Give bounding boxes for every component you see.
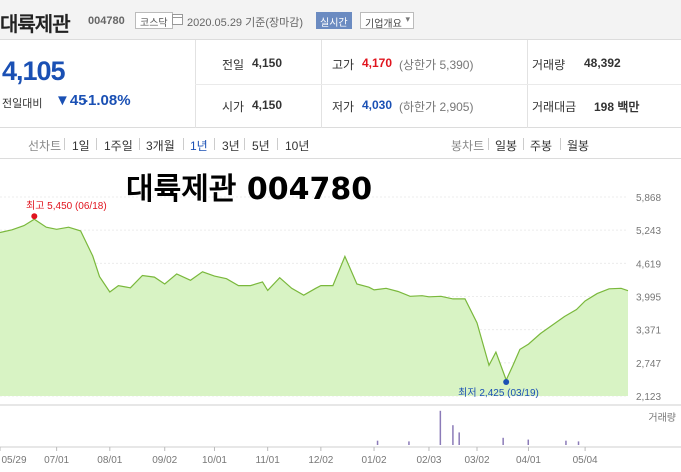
- period-1d[interactable]: 1일: [72, 139, 90, 153]
- x-tick-label: 04/01: [516, 455, 541, 466]
- period-3y[interactable]: 3년: [222, 139, 240, 153]
- company-info-dropdown[interactable]: 기업개요 ▾: [360, 12, 414, 30]
- y-tick-label: 5,243: [636, 226, 661, 237]
- divider: [183, 138, 184, 150]
- chevron-down-icon: ▾: [405, 14, 410, 24]
- stock-name: 대륙제관: [0, 12, 71, 36]
- volume-bar: [408, 441, 410, 445]
- stock-header: 대륙제관 004780 코스닥 2020.05.29 기준(장마감) 실시간 기…: [0, 0, 681, 40]
- x-tick-label: 07/01: [44, 455, 69, 466]
- divider: [139, 138, 140, 150]
- upper-limit: (상한가 5,390): [399, 58, 474, 72]
- divider: [560, 138, 561, 150]
- x-tick-label: 12/02: [308, 455, 333, 466]
- divider: [64, 138, 65, 150]
- low-annotation: 최저 2,425 (03/19): [458, 387, 539, 399]
- x-tick-label: 05/04: [573, 455, 598, 466]
- candle-weekly[interactable]: 주봉: [530, 139, 553, 153]
- x-tick-label: 02/03: [416, 455, 441, 466]
- chart-title: 대륙제관 004780: [126, 172, 373, 207]
- quote-date: 2020.05.29 기준(장마감): [187, 17, 304, 29]
- low-value: 4,030: [362, 98, 393, 112]
- volume-bar: [502, 437, 504, 445]
- low-label: 저가: [332, 100, 355, 114]
- volume-legend: 거래량: [648, 412, 676, 424]
- change-percent: -1.08%: [83, 92, 131, 109]
- divider: [96, 138, 97, 150]
- y-tick-label: 4,619: [636, 259, 661, 270]
- period-1w[interactable]: 1주일: [104, 139, 133, 153]
- volume-bar: [577, 441, 580, 445]
- prev-close-value: 4,150: [252, 56, 283, 70]
- x-tick-label: 08/01: [97, 455, 122, 466]
- price-line: [0, 218, 629, 382]
- x-tick-label: 01/02: [362, 455, 387, 466]
- y-tick-label: 3,371: [636, 326, 661, 337]
- amount-label: 거래대금: [532, 100, 577, 114]
- high-value: 4,170: [362, 56, 393, 70]
- volume-label: 거래량: [532, 58, 566, 72]
- y-tick-label: 5,868: [636, 193, 661, 204]
- market-badge: 코스닥: [135, 12, 173, 29]
- high-annotation: 최고 5,450 (06/18): [26, 200, 107, 212]
- divider: [523, 138, 524, 150]
- current-price: 4,105: [2, 56, 66, 86]
- y-tick-label: 2,747: [636, 359, 661, 370]
- high-marker: [31, 213, 38, 220]
- x-tick-label: 10/01: [202, 455, 227, 466]
- amount-value: 198 백만: [594, 100, 640, 114]
- volume-bar: [439, 410, 442, 445]
- line-chart-label: 선차트: [28, 139, 62, 153]
- candle-chart-label: 봉차트: [451, 139, 485, 153]
- lower-limit: (하한가 2,905): [399, 100, 474, 114]
- volume-bar: [458, 432, 460, 445]
- volume-value: 48,392: [584, 56, 621, 70]
- calendar-icon: [172, 14, 183, 25]
- y-tick-label: 2,123: [636, 392, 661, 403]
- open-value: 4,150: [252, 98, 283, 112]
- volume-bar: [376, 440, 379, 445]
- period-bar: 선차트 1일 1주일 3개월 1년 3년 5년 10년 봉차트 일봉 주봉 월봉: [0, 129, 681, 159]
- prev-close-label: 전일: [222, 58, 245, 72]
- period-3m[interactable]: 3개월: [146, 139, 175, 153]
- x-tick-label: 03/02: [464, 455, 489, 466]
- realtime-button[interactable]: 실시간: [316, 12, 352, 29]
- y-tick-label: 3,995: [636, 293, 661, 304]
- candle-daily[interactable]: 일봉: [495, 139, 518, 153]
- period-1y[interactable]: 1년: [190, 139, 208, 153]
- volume-bar: [452, 425, 454, 445]
- period-5y[interactable]: 5년: [252, 139, 270, 153]
- period-10y[interactable]: 10년: [285, 139, 310, 153]
- x-tick-label: 11/01: [256, 455, 281, 466]
- x-tick-label: 09/02: [152, 455, 177, 466]
- price-area: [0, 219, 628, 396]
- volume-bar: [565, 440, 567, 445]
- x-tick-label: 05/29: [1, 455, 26, 466]
- candle-monthly[interactable]: 월봉: [567, 139, 590, 153]
- quote-panel: 4,105 전일대비 ▼45 -1.08% 전일 4,150 시가 4,150 …: [0, 40, 681, 128]
- divider: [277, 138, 278, 150]
- volume-bar: [527, 439, 530, 445]
- divider: [214, 138, 215, 150]
- stock-code: 004780: [88, 15, 125, 27]
- high-label: 고가: [332, 58, 355, 72]
- change-value: ▼45: [55, 92, 87, 109]
- price-chart[interactable]: 5,868 5,243 4,619 3,995 3,371 2,747 2,123 최고 5…: [0, 159, 681, 472]
- open-label: 시가: [222, 100, 245, 114]
- divider: [244, 138, 245, 150]
- divider: [195, 84, 681, 85]
- divider: [488, 138, 489, 150]
- change-label: 전일대비: [2, 98, 43, 110]
- low-marker: [503, 378, 510, 385]
- company-info-label: 기업개요: [365, 19, 402, 30]
